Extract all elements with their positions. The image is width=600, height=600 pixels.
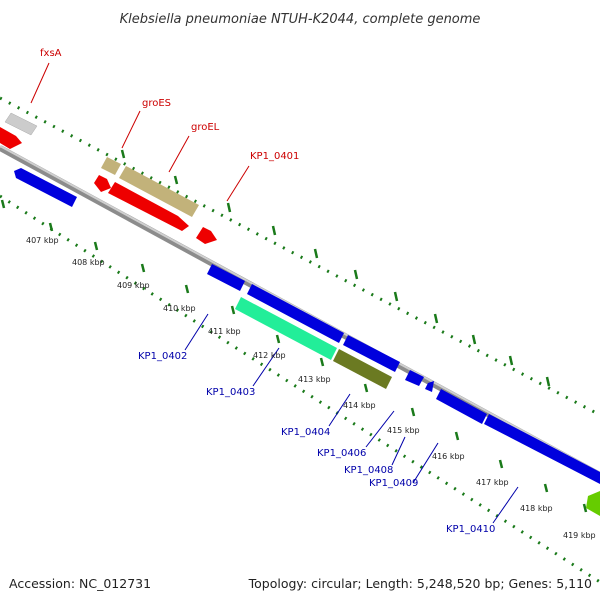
gene-red-arrow-3[interactable] <box>108 182 189 231</box>
scale-label-419: 419 kbp <box>563 531 596 540</box>
gene-red-arrow-1[interactable] <box>0 127 22 149</box>
scale-label-409: 409 kbp <box>117 281 150 290</box>
gene-blue-arrow-a[interactable] <box>207 264 245 291</box>
label-KP1_0410: KP1_0410 <box>446 524 495 535</box>
label-KP1_0406: KP1_0406 <box>317 448 366 459</box>
gene-KP1_0408-arrow[interactable] <box>425 381 434 392</box>
label-groES: groES <box>142 98 171 109</box>
scale-label-412: 412 kbp <box>253 351 286 360</box>
inner-major-ticks <box>0 199 588 513</box>
outer-major-ticks <box>120 149 551 387</box>
gene-green-arrow-right[interactable] <box>586 491 600 516</box>
gene-KP1_0404-arrow[interactable] <box>333 349 392 389</box>
scale-label-408: 408 kbp <box>72 258 105 267</box>
scale-label-416: 416 kbp <box>432 452 465 461</box>
label-fxsA: fxsA <box>40 48 62 59</box>
scale-label-418: 418 kbp <box>520 504 553 513</box>
scale-label-407: 407 kbp <box>26 236 59 245</box>
label-KP1_0403: KP1_0403 <box>206 387 255 398</box>
forward-label-leaders <box>30 62 250 202</box>
label-KP1_0408: KP1_0408 <box>344 465 393 476</box>
inner-tick-track <box>0 194 600 584</box>
label-KP1_0404: KP1_0404 <box>281 427 330 438</box>
gene-KP1_0402-head[interactable] <box>343 335 400 372</box>
genome-backbone <box>0 145 600 474</box>
gene-blue-arrow-left[interactable] <box>14 168 77 207</box>
gene-KP1_0403-arrow[interactable] <box>235 297 337 360</box>
gene-KP1_0401-arrow[interactable] <box>196 227 217 244</box>
map-title: Klebsiella pneumoniae NTUH-K2044, comple… <box>120 12 481 27</box>
gene-KP1_0410-arrow[interactable] <box>484 414 600 484</box>
gene-KP1_0402-arrow[interactable] <box>247 284 344 343</box>
scale-label-414: 414 kbp <box>343 401 376 410</box>
outer-tick-track <box>0 96 600 417</box>
accession-text: Accession: NC_012731 <box>9 576 152 591</box>
gene-fxsA-arrow[interactable] <box>4 112 38 136</box>
label-KP1_0401: KP1_0401 <box>250 151 299 162</box>
label-groEL: groEL <box>191 122 220 133</box>
gene-groES-arrow[interactable] <box>101 157 121 175</box>
scale-label-413: 413 kbp <box>298 375 331 384</box>
gene-KP1_0409-arrow[interactable] <box>436 389 487 424</box>
label-KP1_0409: KP1_0409 <box>369 478 418 489</box>
gene-groEL-arrow[interactable] <box>119 166 199 217</box>
topology-text: Topology: circular; Length: 5,248,520 bp… <box>248 576 592 591</box>
scale-label-410: 410 kbp <box>163 304 196 313</box>
reverse-label-leaders <box>184 313 519 524</box>
scale-label-415: 415 kbp <box>387 426 420 435</box>
scale-label-417: 417 kbp <box>476 478 509 487</box>
gene-red-arrow-2[interactable] <box>94 175 111 192</box>
scale-label-411: 411 kbp <box>208 327 241 336</box>
label-KP1_0402: KP1_0402 <box>138 351 187 362</box>
gene-KP1_0406-arrow[interactable] <box>405 370 424 386</box>
